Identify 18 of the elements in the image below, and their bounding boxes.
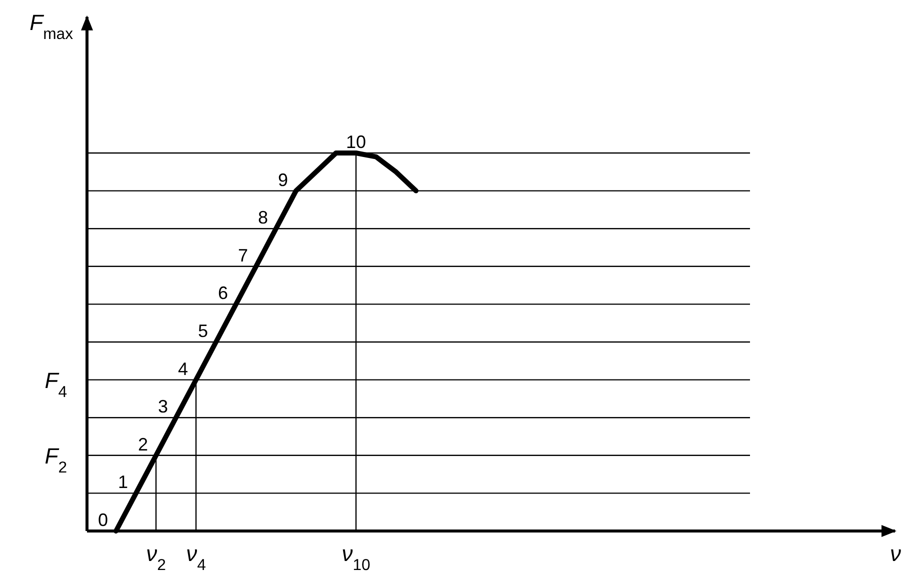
data-label: 3	[158, 396, 168, 417]
x-tick-label: ν$_{2}$	[146, 541, 166, 574]
data-label: 1	[118, 472, 128, 492]
y-tick-label: F$_{2}$	[44, 443, 67, 476]
text: ν	[890, 541, 901, 566]
x-tick-label: ν$_{4}$	[186, 541, 206, 574]
data-label: 4	[178, 358, 188, 379]
data-label: 0	[98, 510, 108, 530]
data-label: 7	[238, 245, 248, 266]
data-label: 9	[278, 170, 288, 190]
data-label: 10	[346, 132, 366, 152]
data-label: 2	[138, 434, 148, 454]
data-label: 6	[218, 283, 228, 304]
x-tick-label: ν$_{10}$	[342, 541, 370, 574]
y-axis-title: F$_{max}$	[30, 10, 74, 42]
data-label: 5	[198, 321, 208, 341]
data-label: 8	[258, 208, 268, 228]
y-tick-label: F$_{4}$	[44, 368, 68, 400]
